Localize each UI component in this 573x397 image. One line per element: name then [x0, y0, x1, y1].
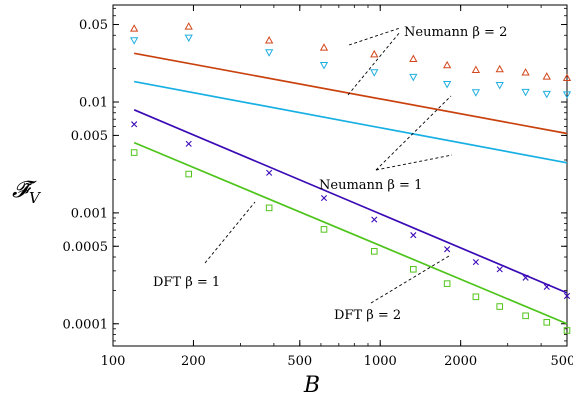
marker-triangle-up	[264, 36, 274, 44]
annotation-leader	[370, 255, 450, 304]
marker-square	[265, 204, 273, 212]
annotation-leader	[347, 31, 401, 96]
marker-square	[185, 170, 193, 178]
marker-x	[444, 246, 451, 253]
annotation-dft-2-text: DFT β = 2	[334, 308, 401, 323]
marker-triangle-down	[370, 69, 379, 77]
marker-square	[370, 248, 378, 255]
annotation-neumann-2: Neumann β = 2	[404, 25, 507, 40]
annotation-dft-1-text: DFT β = 1	[153, 275, 220, 290]
marker-triangle-up	[471, 65, 481, 74]
y-axis-title-subscript: V	[29, 189, 42, 207]
plot-frame	[112, 4, 568, 347]
marker-x	[472, 258, 479, 266]
marker-x	[563, 292, 571, 300]
x-tick-label: 500	[287, 354, 312, 369]
marker-square	[320, 226, 328, 233]
marker-triangle-up	[495, 64, 504, 73]
annotation-neumann-2-text: Neumann β = 2	[404, 25, 507, 40]
annotation-neumann-1-text: Neumann β = 1	[319, 178, 422, 193]
annotation-leader	[348, 27, 401, 46]
marker-square	[130, 149, 138, 156]
y-tick-label: 0.0001	[63, 317, 109, 332]
marker-x	[320, 194, 328, 202]
marker-triangle-up	[319, 43, 329, 51]
fit-line-4	[133, 141, 568, 325]
x-axis-title: B	[303, 373, 320, 397]
marker-x	[410, 232, 417, 239]
fit-line-3	[133, 109, 568, 294]
marker-x	[185, 140, 192, 147]
marker-square	[472, 293, 480, 301]
marker-triangle-up	[184, 22, 193, 30]
marker-x	[371, 216, 378, 223]
x-tick-label: 2000	[444, 354, 477, 369]
marker-triangle-down	[562, 91, 572, 99]
marker-triangle-down	[442, 80, 452, 89]
annotation-leader	[204, 201, 256, 264]
marker-triangle-up	[562, 73, 572, 82]
marker-triangle-down	[542, 90, 551, 99]
y-tick-label: 0.0005	[63, 240, 109, 255]
marker-triangle-down	[264, 49, 274, 57]
y-tick-label: 0.01	[79, 96, 108, 111]
marker-square	[443, 280, 451, 287]
marker-triangle-up	[409, 54, 418, 63]
x-tick-label: 1000	[364, 354, 397, 369]
y-axis-title: 𝓕̃V	[12, 177, 42, 207]
marker-triangle-down	[184, 34, 193, 43]
marker-square	[563, 327, 571, 334]
marker-square	[543, 319, 551, 326]
annotation-dft-1: DFT β = 1	[153, 275, 220, 290]
marker-triangle-up	[130, 24, 139, 32]
fit-line-2	[134, 80, 568, 164]
marker-triangle-up	[542, 72, 551, 80]
y-tick-label: 0.005	[71, 129, 108, 144]
marker-x	[131, 121, 138, 128]
x-tick-label: 200	[181, 354, 206, 369]
marker-triangle-down	[495, 81, 504, 90]
y-tick-label: 0.05	[79, 18, 108, 33]
annotations: Neumann β = 2 Neumann β = 1 DFT β = 1 DF…	[153, 25, 507, 323]
marker-square	[522, 312, 529, 320]
marker-x	[522, 274, 529, 281]
data-points	[130, 22, 572, 334]
marker-triangle-up	[442, 60, 452, 69]
marker-triangle-down	[409, 73, 418, 82]
annotation-neumann-1: Neumann β = 1	[319, 178, 422, 193]
fit-lines	[133, 52, 568, 325]
marker-triangle-up	[521, 68, 530, 76]
x-tick-label: 100	[101, 354, 126, 369]
annotation-leader	[375, 154, 453, 171]
annotation-leader	[375, 95, 452, 171]
y-tick-label: 0.001	[71, 206, 108, 221]
marker-square	[410, 265, 417, 273]
marker-triangle-up	[370, 49, 379, 58]
marker-square	[496, 303, 504, 310]
marker-triangle-down	[130, 37, 139, 45]
marker-x	[266, 169, 273, 176]
marker-triangle-down	[471, 89, 481, 97]
marker-x	[543, 283, 550, 290]
marker-x	[496, 266, 503, 273]
marker-triangle-down	[521, 88, 530, 97]
annotation-dft-2: DFT β = 2	[334, 308, 401, 323]
fit-line-1	[134, 52, 568, 135]
marker-triangle-down	[319, 62, 329, 70]
